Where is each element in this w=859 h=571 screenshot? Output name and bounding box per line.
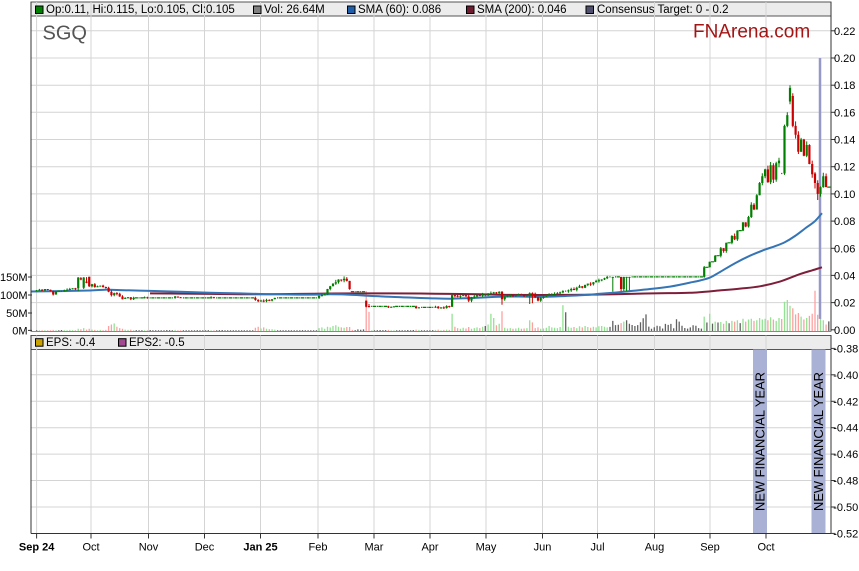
svg-text:-0.46: -0.46 bbox=[833, 449, 858, 461]
svg-text:-0.40: -0.40 bbox=[833, 370, 858, 382]
svg-text:Consensus Target: 0 - 0.2: Consensus Target: 0 - 0.2 bbox=[597, 4, 728, 16]
svg-text:Op:0.11, Hi:0.115, Lo:0.105, C: Op:0.11, Hi:0.115, Lo:0.105, Cl:0.105 bbox=[46, 4, 235, 16]
svg-text:SGQ: SGQ bbox=[43, 22, 87, 44]
svg-text:0.16: 0.16 bbox=[834, 107, 855, 119]
svg-text:0.22: 0.22 bbox=[834, 26, 855, 38]
svg-text:-0.48: -0.48 bbox=[833, 476, 858, 488]
svg-text:-0.38: -0.38 bbox=[833, 343, 858, 355]
svg-text:FNArena.com: FNArena.com bbox=[693, 22, 810, 43]
svg-text:0.06: 0.06 bbox=[834, 243, 855, 255]
svg-text:0.18: 0.18 bbox=[834, 80, 855, 92]
svg-text:100M: 100M bbox=[0, 290, 28, 302]
svg-text:0.00: 0.00 bbox=[834, 325, 855, 337]
svg-text:-0.44: -0.44 bbox=[833, 423, 858, 435]
svg-text:Mar: Mar bbox=[365, 542, 384, 554]
svg-text:Aug: Aug bbox=[645, 542, 665, 554]
svg-text:-0.52: -0.52 bbox=[833, 528, 858, 540]
svg-text:0.08: 0.08 bbox=[834, 216, 855, 228]
svg-text:SMA (60): 0.086: SMA (60): 0.086 bbox=[358, 4, 441, 16]
svg-text:Dec: Dec bbox=[195, 542, 215, 554]
svg-text:Oct: Oct bbox=[82, 542, 99, 554]
svg-text:-0.50: -0.50 bbox=[833, 502, 858, 514]
svg-text:-0.42: -0.42 bbox=[833, 396, 858, 408]
svg-text:0.20: 0.20 bbox=[834, 53, 855, 65]
svg-text:50M: 50M bbox=[6, 308, 27, 320]
svg-text:0.12: 0.12 bbox=[834, 162, 855, 174]
svg-text:0.04: 0.04 bbox=[834, 270, 855, 282]
svg-text:Vol: 26.64M: Vol: 26.64M bbox=[264, 4, 325, 16]
svg-text:0M: 0M bbox=[12, 325, 27, 337]
svg-text:0.10: 0.10 bbox=[834, 189, 855, 201]
svg-text:NEW FINANCIAL YEAR: NEW FINANCIAL YEAR bbox=[753, 372, 768, 511]
svg-text:May: May bbox=[476, 542, 497, 554]
svg-text:NEW FINANCIAL YEAR: NEW FINANCIAL YEAR bbox=[811, 372, 826, 511]
svg-text:EPS2: -0.5: EPS2: -0.5 bbox=[129, 337, 185, 349]
svg-text:Sep 24: Sep 24 bbox=[19, 542, 55, 554]
svg-text:Apr: Apr bbox=[421, 542, 438, 554]
svg-text:Sep: Sep bbox=[700, 542, 720, 554]
svg-text:Jun: Jun bbox=[534, 542, 552, 554]
svg-text:Nov: Nov bbox=[139, 542, 159, 554]
svg-text:Jan 25: Jan 25 bbox=[243, 542, 277, 554]
svg-text:Jul: Jul bbox=[590, 542, 604, 554]
svg-text:SMA (200): 0.046: SMA (200): 0.046 bbox=[477, 4, 567, 16]
svg-text:Feb: Feb bbox=[309, 542, 328, 554]
svg-text:Oct: Oct bbox=[757, 542, 774, 554]
svg-text:0.02: 0.02 bbox=[834, 298, 855, 310]
svg-text:EPS: -0.4: EPS: -0.4 bbox=[46, 337, 96, 349]
svg-text:150M: 150M bbox=[0, 272, 28, 284]
svg-text:0.14: 0.14 bbox=[834, 135, 855, 147]
